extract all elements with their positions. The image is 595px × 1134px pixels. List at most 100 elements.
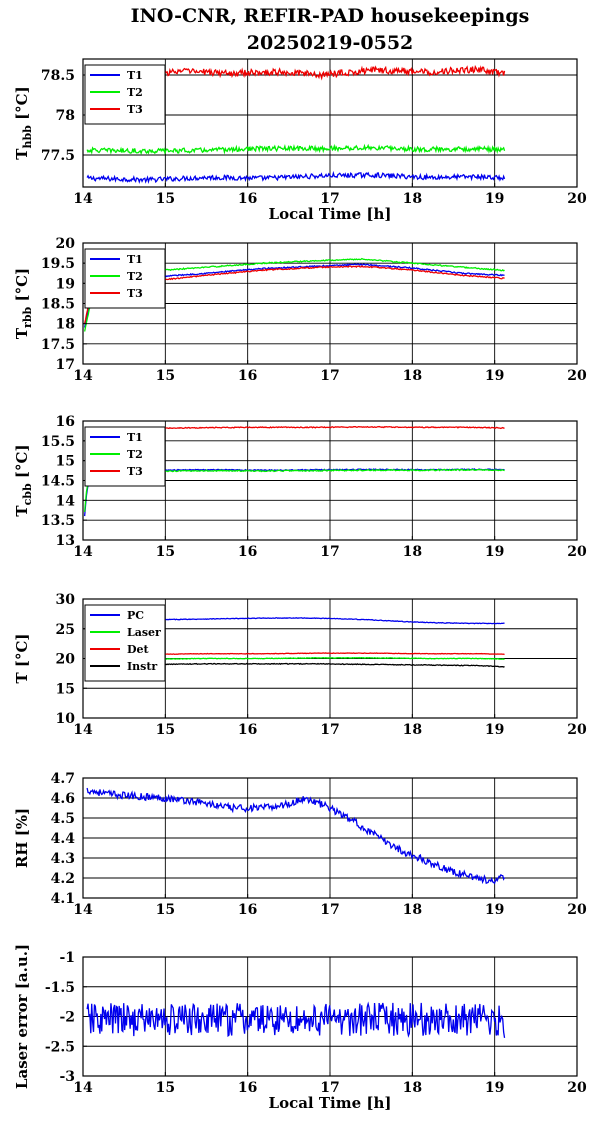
legend-label: T3 xyxy=(127,465,143,478)
x-tick-label: 14 xyxy=(73,368,93,384)
x-tick-label: 16 xyxy=(238,191,257,207)
legend-label: T1 xyxy=(127,69,143,82)
x-tick-label: 20 xyxy=(567,191,587,207)
y-tick-label: 4.6 xyxy=(51,791,75,807)
panel-3: 14 15 16 17 18 19 20 13 13.5 14 14.5 15 15.5 16 Tcbb [… xyxy=(13,414,587,560)
y-axis-label: Trbb [°C] xyxy=(13,268,34,339)
series-line-data xyxy=(86,1001,506,1039)
y-axis-label: T [°C] xyxy=(13,633,31,683)
x-tick-label: 16 xyxy=(238,544,257,560)
y-tick-label: 25 xyxy=(56,622,75,638)
y-tick-label: -2 xyxy=(59,1010,75,1026)
y-tick-label: 14.5 xyxy=(41,474,75,490)
y-axis-label-main: T xyxy=(13,148,31,160)
y-axis-label-sub: cbb xyxy=(21,483,34,505)
legend-label: PC xyxy=(127,609,144,622)
series-group xyxy=(148,617,505,668)
x-tick-label: 19 xyxy=(485,368,504,384)
y-tick-label: -1 xyxy=(59,950,75,966)
x-tick-label: 16 xyxy=(238,1080,257,1096)
x-tick-label: 17 xyxy=(320,544,339,560)
panel-2: 14 15 16 17 18 19 20 17 17.5 18 18.5 19 19.5 20 Trbb [… xyxy=(13,236,587,384)
series-group xyxy=(86,64,506,185)
series-line-data xyxy=(86,787,506,885)
x-axis-label: Local Time [h] xyxy=(269,205,392,223)
x-tick-label: 14 xyxy=(73,902,93,918)
x-tick-label: 14 xyxy=(73,1080,93,1096)
series-group xyxy=(86,1001,506,1039)
x-tick-label: 16 xyxy=(238,722,257,738)
y-axis-label-unit: [°C] xyxy=(13,444,31,483)
y-tick-label: 17.5 xyxy=(41,337,75,353)
x-tick-label: 17 xyxy=(320,368,339,384)
y-tick-label: 4.4 xyxy=(51,831,76,847)
x-tick-label: 18 xyxy=(403,1080,422,1096)
y-axis-label-main: T xyxy=(13,505,31,517)
y-tick-label: -3 xyxy=(59,1069,75,1085)
legend-box xyxy=(84,604,166,682)
x-tick-label: 20 xyxy=(567,722,587,738)
x-tick-label: 15 xyxy=(156,722,175,738)
y-tick-label: 15 xyxy=(56,681,75,697)
y-tick-label: -1.5 xyxy=(45,980,75,996)
y-tick-label: 17 xyxy=(56,357,75,373)
x-tick-label: 19 xyxy=(485,544,504,560)
x-tick-label: 15 xyxy=(156,1080,175,1096)
x-tick-label: 18 xyxy=(403,368,422,384)
y-axis-label: RH [%] xyxy=(13,808,31,868)
panel-5: 14 15 16 17 18 19 20 4.1 4.2 4.3 4.4 4.5 4.6 4.7 RH [%… xyxy=(13,771,587,918)
y-axis-label-sub: rbb xyxy=(21,306,34,327)
y-tick-label: 30 xyxy=(56,592,76,608)
y-tick-label: 77.5 xyxy=(41,148,75,164)
series-line-t2 xyxy=(86,143,506,156)
series-line-t3 xyxy=(148,64,506,81)
y-axis-label-unit: [°C] xyxy=(13,86,31,125)
x-tick-label: 15 xyxy=(156,544,175,560)
y-tick-label: 14 xyxy=(56,493,76,509)
y-axis-label-unit: [°C] xyxy=(13,268,31,307)
series-line-instr xyxy=(148,662,505,668)
figure-title-line1: INO-CNR, REFIR-PAD housekeepings xyxy=(131,5,530,27)
x-tick-label: 19 xyxy=(485,191,504,207)
y-tick-label: 10 xyxy=(56,711,76,727)
x-tick-label: 15 xyxy=(156,368,175,384)
x-tick-label: 15 xyxy=(156,902,175,918)
panels: 14 15 16 17 18 19 20 77.5 78 78.5 Thbb [°C] Local T… xyxy=(13,58,587,1112)
y-tick-label: 4.1 xyxy=(51,891,75,907)
legend-label: T1 xyxy=(127,431,143,444)
legend-label: Instr xyxy=(127,660,157,673)
legend-label: T3 xyxy=(127,287,143,300)
y-tick-label: 4.5 xyxy=(51,811,75,827)
y-tick-label: 20 xyxy=(56,236,76,252)
legend-label: T2 xyxy=(127,86,143,99)
series-group xyxy=(86,787,506,885)
y-tick-label: 78.5 xyxy=(41,68,75,84)
x-tick-label: 18 xyxy=(403,544,422,560)
x-tick-label: 19 xyxy=(485,722,504,738)
series-line-pc xyxy=(148,617,505,625)
y-tick-label: 19.5 xyxy=(41,256,75,272)
y-tick-label: 78 xyxy=(56,108,75,124)
x-tick-label: 20 xyxy=(567,902,587,918)
y-tick-label: 16 xyxy=(56,414,75,430)
y-tick-label: 18.5 xyxy=(41,297,75,313)
x-tick-label: 20 xyxy=(567,1080,587,1096)
legend: PC Laser Det Instr xyxy=(84,604,166,682)
y-axis-label: Laser error [a.u.] xyxy=(13,944,31,1089)
x-tick-label: 18 xyxy=(403,902,422,918)
y-tick-label: 15.5 xyxy=(41,434,75,450)
legend-label: T2 xyxy=(127,270,143,283)
y-axis-label-sub: hbb xyxy=(21,125,34,149)
y-tick-label: 13 xyxy=(56,533,75,549)
legend: T1 T2 T3 xyxy=(84,64,166,125)
y-tick-label: 4.2 xyxy=(51,871,75,887)
legend-label: T3 xyxy=(127,103,143,116)
legend-label: T2 xyxy=(127,448,143,461)
x-axis-label: Local Time [h] xyxy=(269,1094,392,1112)
x-tick-label: 17 xyxy=(320,191,339,207)
x-tick-label: 20 xyxy=(567,544,587,560)
y-axis-label-main: T [°C] xyxy=(13,633,31,683)
x-tick-label: 17 xyxy=(320,1080,339,1096)
y-tick-label: 15 xyxy=(56,454,75,470)
